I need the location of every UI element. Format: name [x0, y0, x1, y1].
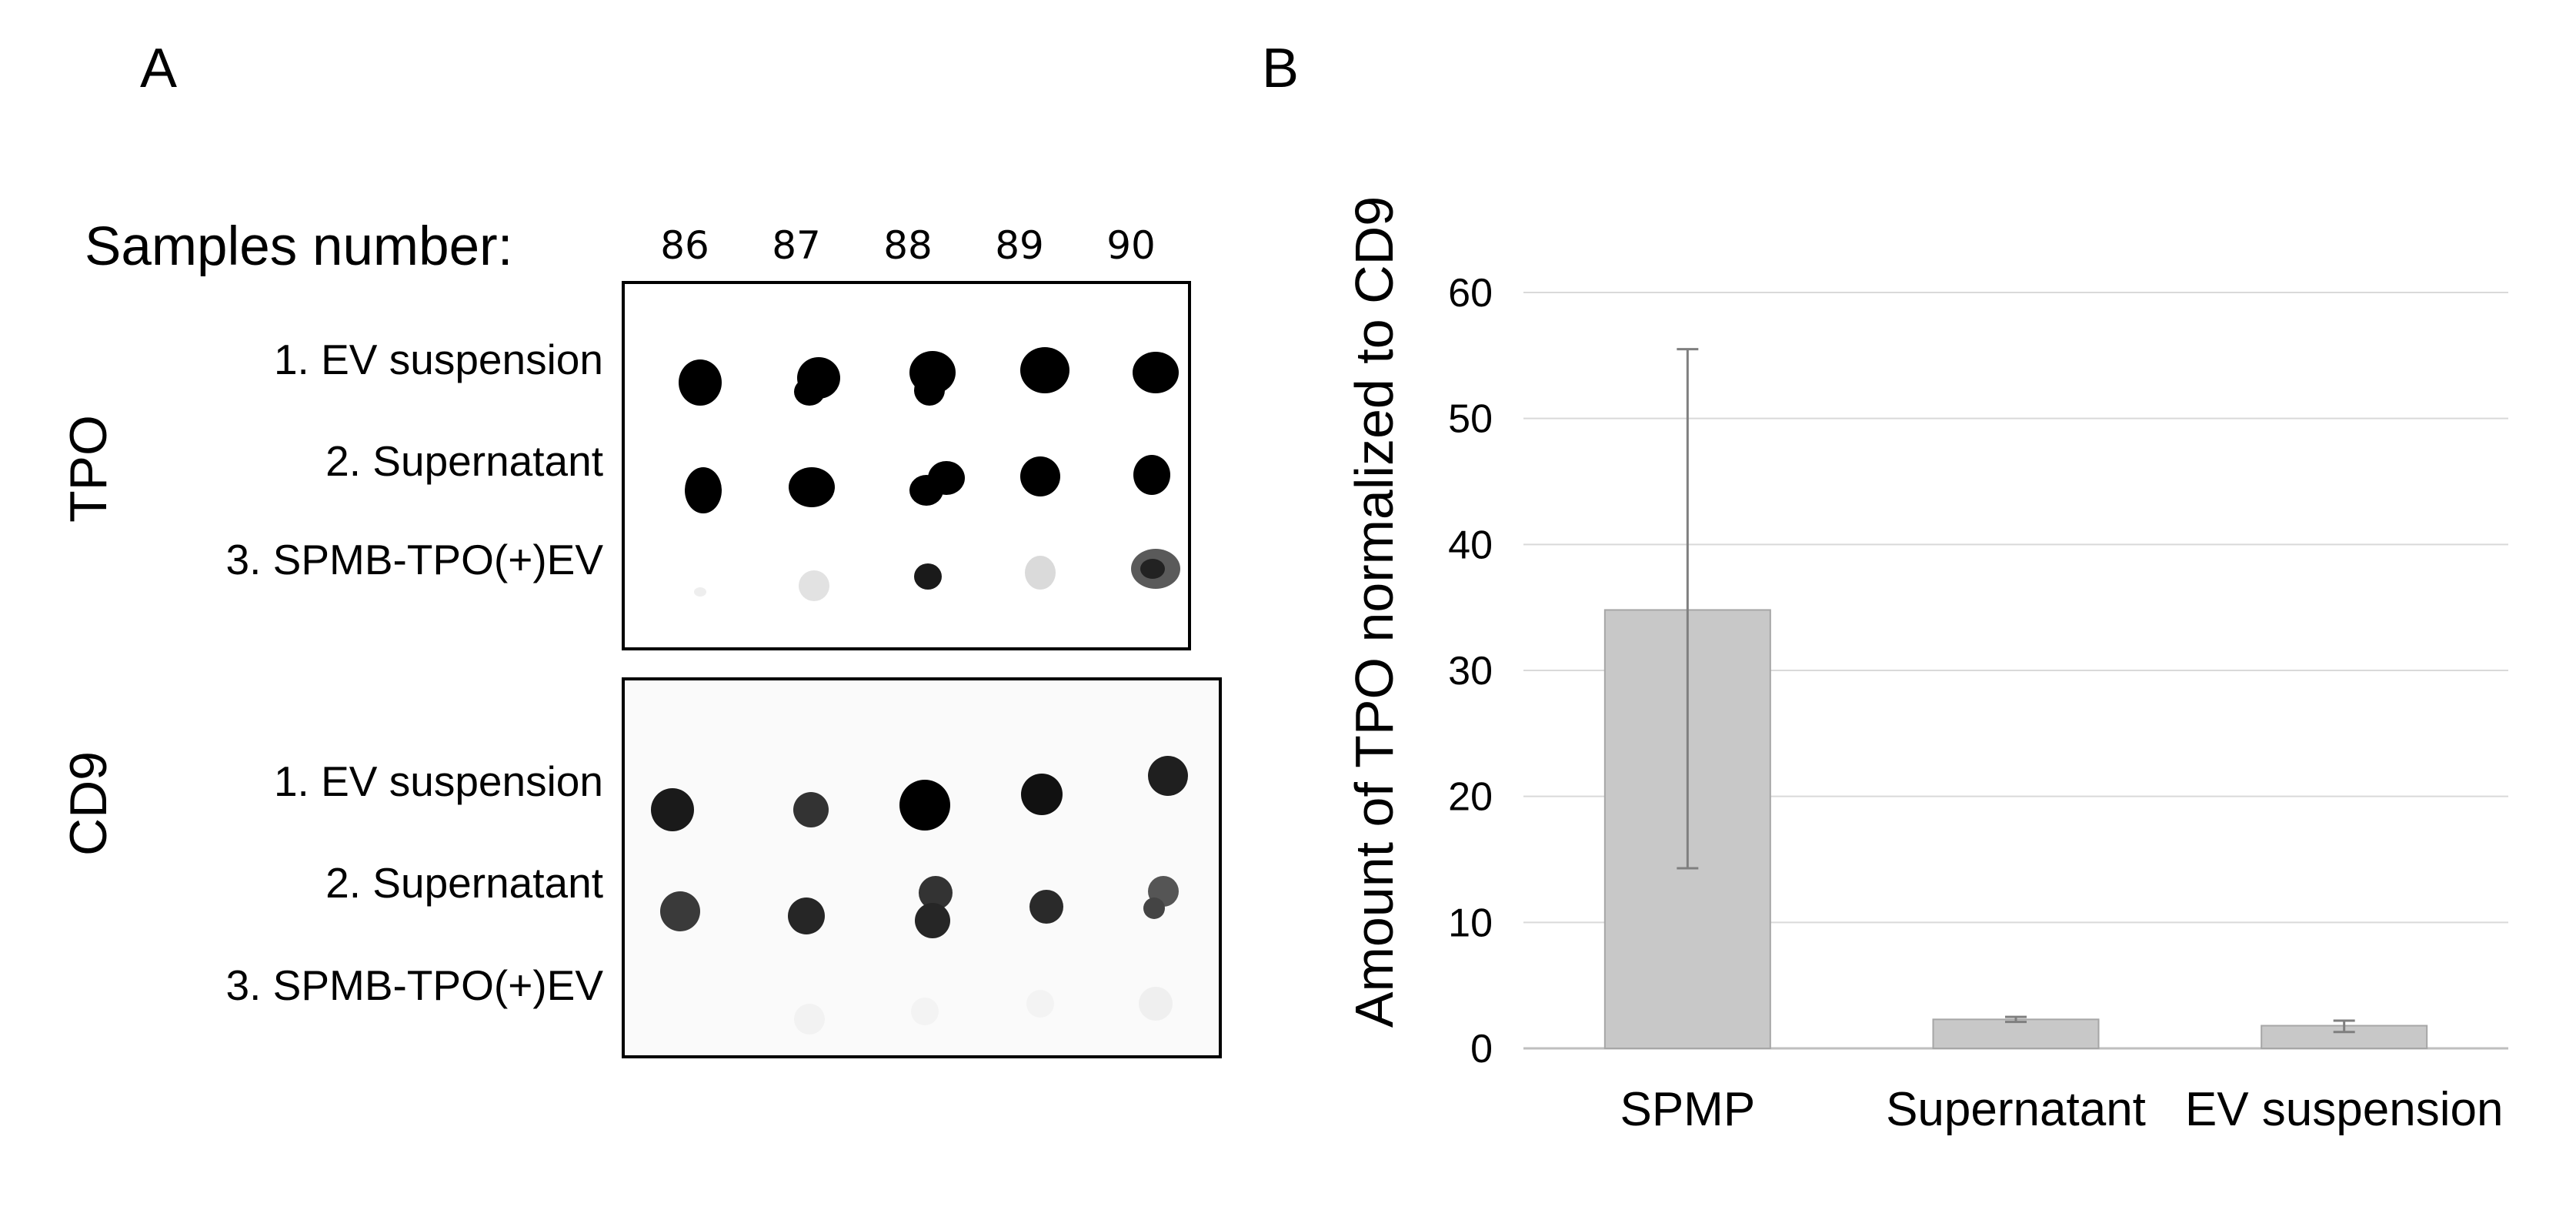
- sample-number-89: 89: [995, 223, 1044, 268]
- tpo-dot-blot: [622, 281, 1191, 650]
- cd9-dot-blot: [622, 677, 1222, 1058]
- tpo-dot: [1020, 456, 1060, 496]
- cd9-dot-blot-image: [651, 756, 1188, 1035]
- tpo-normalized-bar-chart: 0 10 20 30 40 50 60 SPMP Supernatant EV suspensi…: [1344, 196, 2508, 1136]
- sample-number-90: 90: [1106, 223, 1156, 268]
- bar: [2261, 1024, 2428, 1050]
- tpo-dot: [799, 570, 829, 601]
- tpo-dot: [1140, 559, 1165, 579]
- tpo-dot: [694, 587, 706, 597]
- sample-number-88: 88: [883, 223, 933, 268]
- cd9-dot: [788, 897, 825, 934]
- tpo-dot: [679, 359, 722, 406]
- cd9-dot: [651, 788, 694, 831]
- cd9-dot: [915, 903, 950, 938]
- y-tick-label: 0: [1470, 1027, 1493, 1071]
- panel-a-letter: A: [140, 38, 178, 99]
- cd9-dot: [793, 792, 829, 827]
- tpo-dot: [1133, 455, 1170, 495]
- y-tick-label: 50: [1448, 397, 1493, 442]
- panel-b-letter: B: [1262, 38, 1300, 99]
- cd9-blot-label: CD9: [59, 750, 118, 857]
- cd9-dot: [794, 1004, 825, 1035]
- tpo-dot: [909, 475, 943, 506]
- cd9-row-label-1: 1. EV suspension: [273, 757, 603, 805]
- tpo-row-label-3: 3. SPMB-TPO(+)EV: [225, 536, 603, 583]
- tpo-dot: [1025, 556, 1056, 590]
- sample-number-86: 86: [660, 223, 709, 268]
- cd9-dot: [919, 876, 953, 910]
- tpo-blot-label: TPO: [59, 415, 118, 523]
- tpo-dot-blot-image: [679, 347, 1180, 601]
- tpo-dot: [914, 375, 945, 406]
- cd9-dot: [899, 780, 950, 831]
- tpo-dot: [685, 467, 722, 513]
- y-axis-label: Amount of TPO normalized to CD9: [1344, 196, 1404, 1028]
- cd9-dot: [1148, 756, 1188, 796]
- x-category-label: EV suspension: [2185, 1083, 2504, 1136]
- y-tick-label: 20: [1448, 775, 1493, 820]
- tpo-dot: [789, 467, 835, 507]
- samples-number-label: Samples number:: [85, 216, 513, 277]
- tpo-dot: [914, 563, 942, 590]
- y-tick-label: 10: [1448, 901, 1493, 945]
- cd9-row-label-3: 3. SPMB-TPO(+)EV: [225, 961, 603, 1009]
- cd9-row-label-2: 2. Supernatant: [325, 859, 603, 907]
- sample-number-87: 87: [772, 223, 821, 268]
- bar: [1932, 1018, 2100, 1050]
- cd9-dot: [911, 998, 939, 1025]
- x-category-label: Supernatant: [1886, 1083, 2146, 1136]
- y-tick-label: 40: [1448, 523, 1493, 567]
- tpo-row-label-1: 1. EV suspension: [273, 336, 603, 383]
- cd9-dot: [1021, 774, 1063, 815]
- tpo-row-label-2: 2. Supernatant: [325, 437, 603, 485]
- cd9-dot: [1029, 890, 1063, 924]
- cd9-dot: [1139, 987, 1173, 1021]
- cd9-dot: [1026, 990, 1054, 1018]
- y-tick-label: 30: [1448, 649, 1493, 694]
- tpo-dot: [1020, 347, 1069, 393]
- x-category-label: SPMP: [1620, 1083, 1755, 1136]
- tpo-dot: [794, 378, 825, 406]
- tpo-dot: [1133, 352, 1179, 393]
- cd9-dot: [660, 891, 700, 931]
- cd9-dot: [1143, 897, 1165, 919]
- y-tick-label: 60: [1448, 271, 1493, 316]
